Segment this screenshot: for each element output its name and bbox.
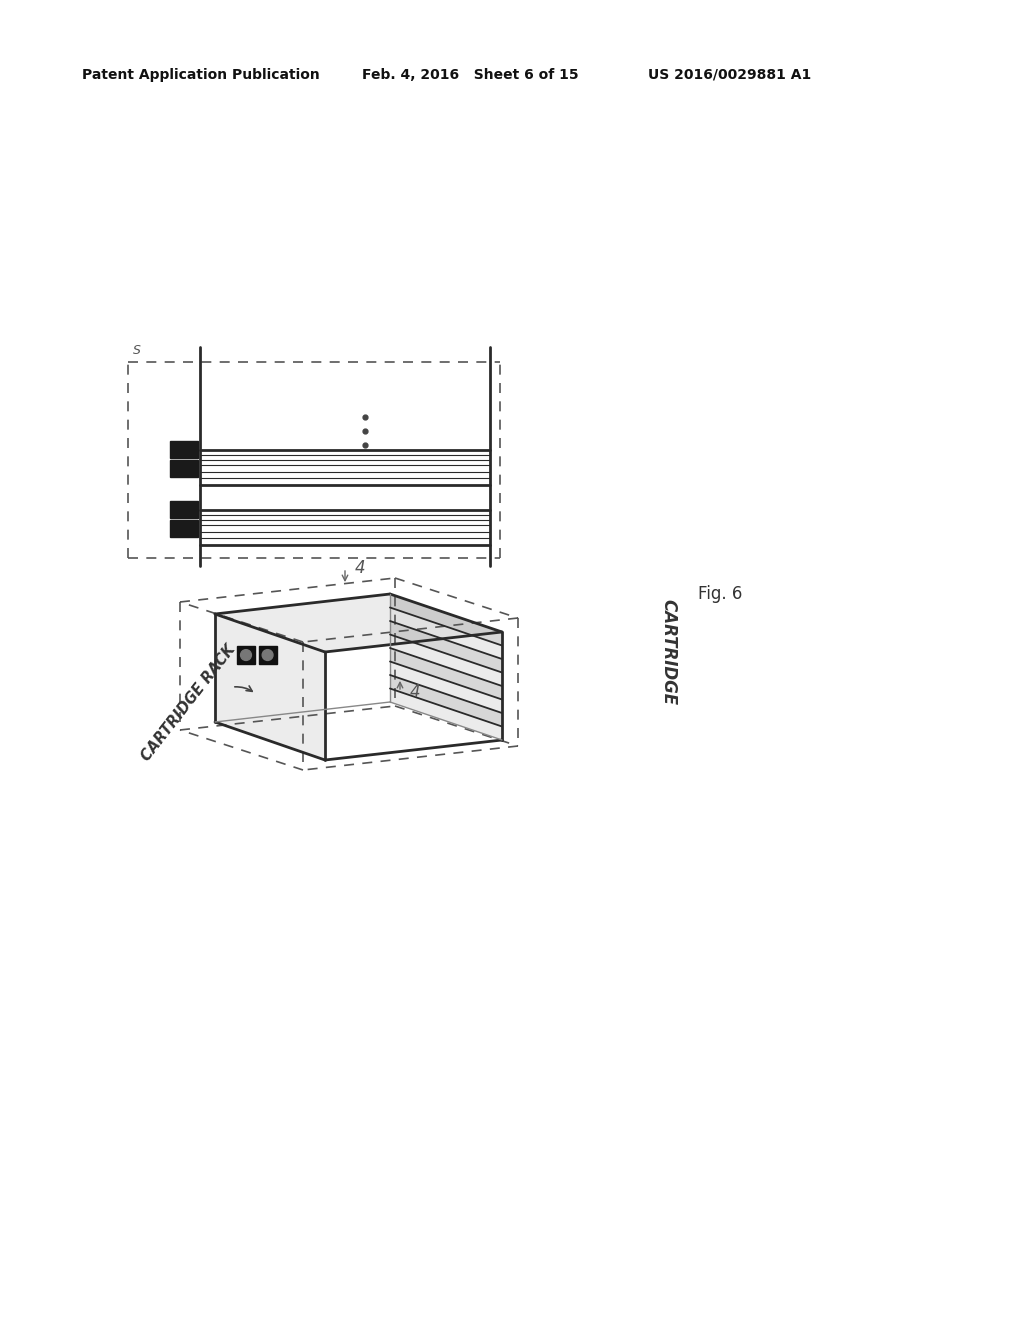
Circle shape	[262, 649, 273, 660]
Text: 4: 4	[354, 558, 366, 577]
Polygon shape	[215, 614, 325, 760]
Bar	[170, 520, 198, 537]
Text: CARTRIDGE: CARTRIDGE	[659, 599, 677, 705]
Polygon shape	[215, 594, 502, 652]
Polygon shape	[390, 620, 502, 672]
Polygon shape	[390, 648, 502, 700]
Polygon shape	[390, 594, 502, 645]
Polygon shape	[390, 607, 502, 659]
Text: S: S	[133, 345, 141, 356]
Polygon shape	[390, 675, 502, 726]
Polygon shape	[390, 661, 502, 713]
Bar	[237, 645, 255, 664]
Bar	[170, 502, 198, 517]
Text: Feb. 4, 2016   Sheet 6 of 15: Feb. 4, 2016 Sheet 6 of 15	[362, 69, 579, 82]
Text: CARTRIDGE RACK: CARTRIDGE RACK	[138, 642, 238, 764]
Text: Patent Application Publication: Patent Application Publication	[82, 69, 319, 82]
Polygon shape	[390, 689, 502, 741]
Bar	[170, 459, 198, 477]
Text: US 2016/0029881 A1: US 2016/0029881 A1	[648, 69, 811, 82]
Text: 4: 4	[410, 682, 420, 701]
Bar	[259, 645, 276, 664]
Circle shape	[241, 649, 252, 660]
Bar	[170, 441, 198, 458]
Polygon shape	[390, 635, 502, 686]
Text: Fig. 6: Fig. 6	[697, 585, 742, 603]
